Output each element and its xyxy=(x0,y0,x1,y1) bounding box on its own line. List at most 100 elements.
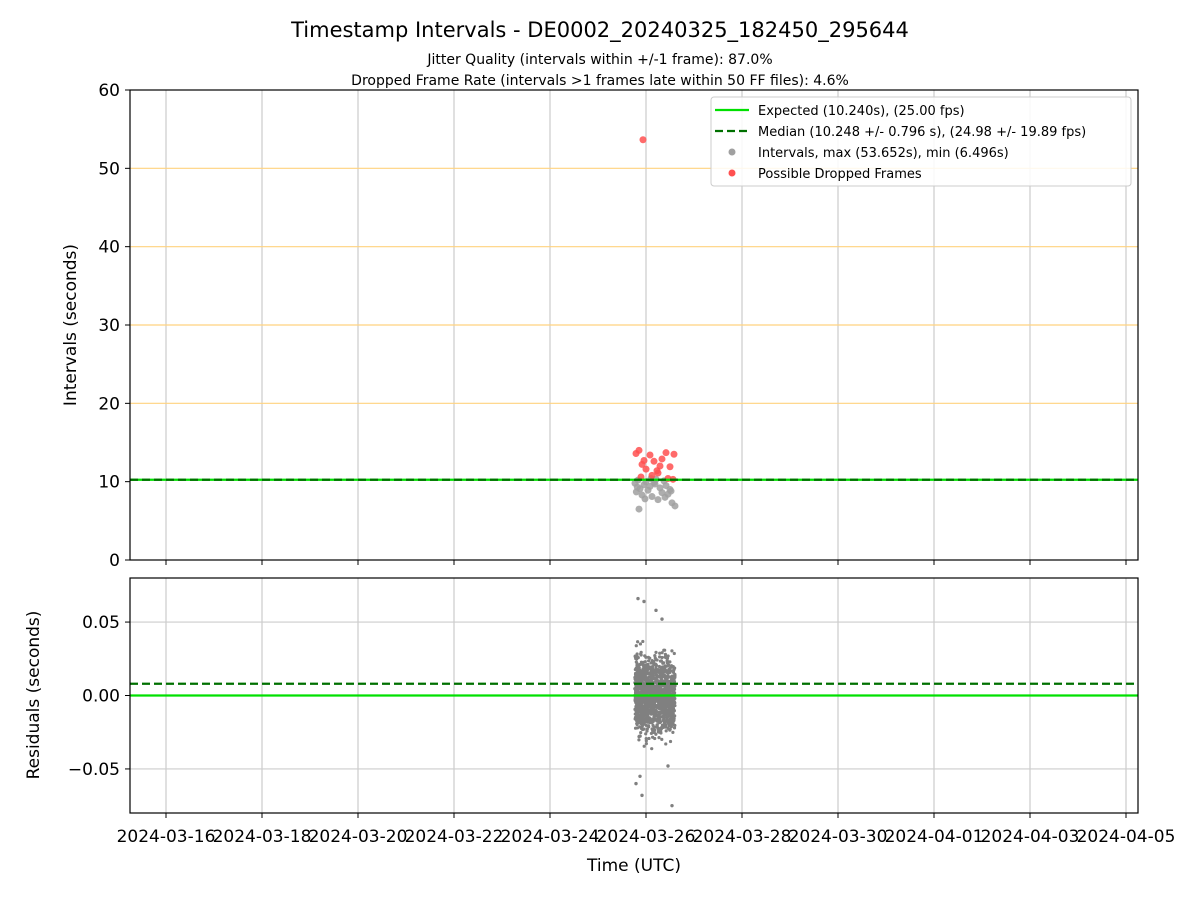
residual-point xyxy=(660,665,665,669)
residual-point xyxy=(645,665,650,669)
residual-point xyxy=(669,719,673,723)
residual-point xyxy=(664,713,668,717)
residual-point xyxy=(656,688,660,692)
residual-outlier-point xyxy=(638,774,642,778)
x-tick-label: 2024-04-03 xyxy=(981,827,1080,847)
x-tick-label: 2024-03-30 xyxy=(789,827,888,847)
residual-point xyxy=(664,742,668,746)
residual-outlier-point xyxy=(634,781,638,786)
dropped-frame-point xyxy=(639,136,647,144)
residual-point xyxy=(659,715,664,719)
residual-point xyxy=(660,709,665,713)
residual-point xyxy=(661,674,665,678)
residual-point xyxy=(633,675,637,680)
residual-point xyxy=(649,690,653,694)
interval-point xyxy=(671,502,679,510)
residual-point xyxy=(638,734,642,738)
residual-point xyxy=(655,723,659,727)
residual-point xyxy=(662,648,666,652)
residual-outlier-point xyxy=(640,793,644,798)
dropped-frame-point xyxy=(662,449,670,457)
legend-label: Possible Dropped Frames xyxy=(758,167,922,182)
residual-point xyxy=(672,674,677,678)
x-tick-label: 2024-03-16 xyxy=(117,827,216,847)
residual-point xyxy=(641,705,645,710)
bottom-y-tick-label: −0.05 xyxy=(68,760,120,780)
residual-point xyxy=(644,742,648,746)
residual-point xyxy=(647,659,651,663)
residual-point xyxy=(643,683,647,687)
x-tick-label: 2024-03-28 xyxy=(693,827,792,847)
residual-point xyxy=(643,663,647,668)
residual-point xyxy=(658,696,662,700)
residual-point xyxy=(668,739,673,744)
x-tick-label: 2024-03-24 xyxy=(501,827,600,847)
residual-point xyxy=(673,684,677,689)
residual-point xyxy=(666,671,670,675)
residual-point xyxy=(655,673,659,677)
interval-point xyxy=(633,483,641,491)
residual-point xyxy=(652,688,656,693)
residual-outlier-point xyxy=(666,764,670,768)
residual-point xyxy=(672,726,677,730)
legend-label: Expected (10.240s), (25.00 fps) xyxy=(758,104,965,119)
interval-point xyxy=(635,505,643,513)
x-tick-label: 2024-03-20 xyxy=(309,827,408,847)
residual-point xyxy=(664,729,668,733)
residual-point xyxy=(659,679,663,683)
top-y-tick-label: 40 xyxy=(98,238,120,258)
residual-point xyxy=(640,727,644,731)
residual-point xyxy=(652,710,656,715)
residual-point xyxy=(660,725,664,729)
top-y-axis-label: Intervals (seconds) xyxy=(61,244,81,406)
residual-point xyxy=(668,660,672,664)
residual-point xyxy=(640,689,644,693)
residual-point xyxy=(653,654,657,658)
residual-point xyxy=(657,714,661,718)
residual-point xyxy=(653,714,657,718)
residual-point xyxy=(670,678,674,682)
residual-point xyxy=(636,720,640,725)
residual-point xyxy=(647,736,651,741)
dropped-frame-point xyxy=(653,467,661,475)
residual-point xyxy=(669,697,673,701)
residual-point xyxy=(657,730,661,734)
residual-point xyxy=(640,719,645,723)
dropped-frame-point xyxy=(666,463,674,471)
residual-point xyxy=(641,660,645,665)
residual-point xyxy=(663,697,667,701)
residual-point xyxy=(645,710,649,715)
residual-point xyxy=(646,724,651,728)
dropped-frame-point xyxy=(646,451,654,459)
residual-point xyxy=(653,736,657,741)
residual-point xyxy=(640,709,645,714)
residual-point xyxy=(658,717,662,721)
residual-point xyxy=(650,747,654,751)
residual-point xyxy=(634,705,638,709)
chart-subtitle-line-2: Dropped Frame Rate (intervals >1 frames … xyxy=(351,73,849,89)
residual-point xyxy=(642,744,646,748)
interval-point xyxy=(651,480,659,488)
residual-point xyxy=(657,691,661,695)
residual-point xyxy=(647,685,651,689)
residual-point xyxy=(666,721,670,725)
dropped-frame-point xyxy=(640,457,648,465)
residual-point xyxy=(664,656,668,660)
residual-point xyxy=(668,728,672,732)
residual-point xyxy=(635,709,639,714)
residual-point xyxy=(658,668,663,672)
interval-point xyxy=(641,495,649,503)
residual-point xyxy=(652,698,656,702)
residual-point xyxy=(655,704,659,708)
residual-point xyxy=(652,700,657,704)
residual-point xyxy=(666,696,670,700)
residual-point xyxy=(670,704,675,708)
x-axis-label: Time (UTC) xyxy=(586,856,681,876)
residual-point xyxy=(660,651,664,655)
residual-point xyxy=(663,675,668,679)
residual-point xyxy=(662,689,666,693)
residual-point xyxy=(658,655,662,659)
residual-point xyxy=(668,675,673,679)
residual-point xyxy=(639,698,643,702)
dropped-frame-point xyxy=(650,457,658,465)
